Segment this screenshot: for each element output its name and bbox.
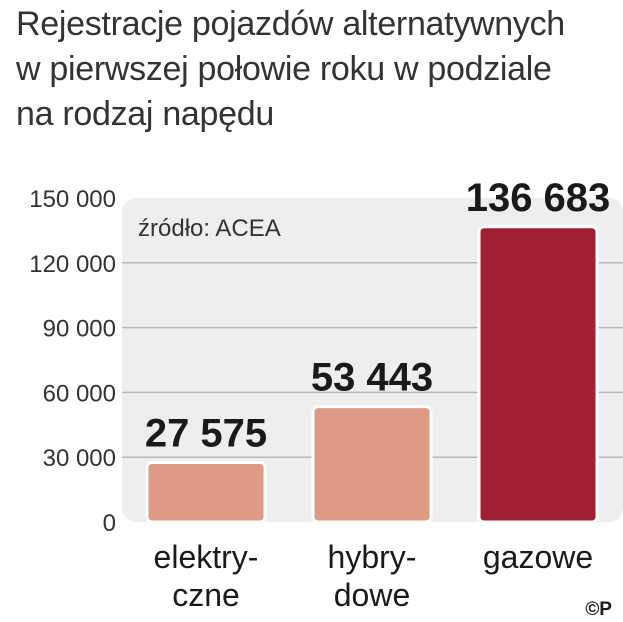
chart-title: Rejestracje pojazdów alternatywnych w pi… [16,2,616,137]
category-label: elektry-czne [154,539,259,613]
source-note: źródło: ACEA [138,215,281,242]
bar [145,460,267,524]
bar [477,225,599,524]
copyright-mark: ©P [585,599,612,620]
y-tick-label: 60 000 [43,380,116,407]
title-line-3: na rodzaj napędu [16,95,274,133]
title-line-1: Rejestracje pojazdów alternatywnych [16,5,565,43]
y-tick-label: 120 000 [29,251,116,278]
y-tick-label: 30 000 [43,445,116,472]
value-label: 136 683 [466,176,611,220]
y-tick-label: 90 000 [43,316,116,343]
bar [311,405,433,524]
category-label: gazowe [483,539,593,575]
y-tick-label: 150 000 [29,186,116,213]
y-axis-ticks: 0 30 000 60 000 90 000 120 000 150 000 [29,186,116,537]
value-label: 53 443 [311,356,433,400]
category-labels: elektry-czne hybry-dowe gazowe [154,539,594,613]
bars [145,225,599,524]
value-label: 27 575 [145,411,267,455]
value-labels: 27 575 53 443 136 683 [145,176,610,456]
y-tick-label: 0 [103,510,116,537]
category-label: hybry-dowe [328,539,417,613]
title-line-2: w pierwszej połowie roku w podziale [16,50,552,88]
